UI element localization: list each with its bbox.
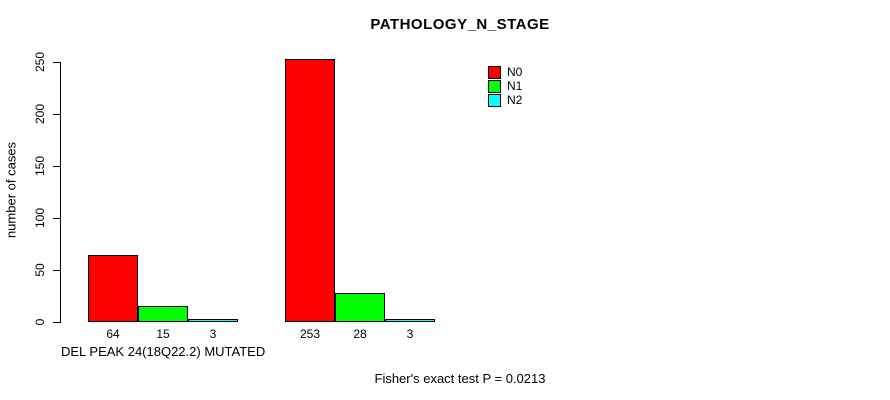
bar-n0-group1 xyxy=(88,255,138,322)
bar-value-label: 28 xyxy=(353,327,367,341)
y-axis-tick xyxy=(53,218,61,219)
y-axis-tick-label: 50 xyxy=(33,263,47,277)
bar-value-label: 64 xyxy=(106,327,120,341)
legend-item-n0: N0 xyxy=(488,65,522,79)
chart-title: PATHOLOGY_N_STAGE xyxy=(370,16,550,33)
statistical-test-note: Fisher's exact test P = 0.0213 xyxy=(374,371,546,386)
y-axis-tick-label: 200 xyxy=(33,103,47,125)
bar-value-label: 3 xyxy=(209,327,217,341)
legend-swatch-icon xyxy=(488,93,501,107)
bar-value-label: 3 xyxy=(406,327,414,341)
bar-n1-group2 xyxy=(335,293,385,322)
y-axis-label: number of cases xyxy=(3,141,19,239)
y-axis-tick-label: 0 xyxy=(33,318,47,326)
y-axis-tick-label: 250 xyxy=(33,51,47,73)
y-axis-tick xyxy=(53,322,61,323)
y-axis-tick-label: 100 xyxy=(33,207,47,229)
y-axis-line xyxy=(60,62,61,323)
y-axis-tick-label: 150 xyxy=(33,155,47,177)
bar-n2-group1 xyxy=(188,319,238,322)
bar-value-label: 15 xyxy=(156,327,170,341)
bar-n0-group2 xyxy=(285,59,335,322)
legend-item-n2: N2 xyxy=(488,93,522,107)
bar-value-label: 253 xyxy=(299,327,321,341)
y-axis-tick xyxy=(53,166,61,167)
legend-label: N1 xyxy=(507,79,523,93)
y-axis-tick xyxy=(53,114,61,115)
legend-swatch-icon xyxy=(488,65,501,79)
x-axis-group-label: DEL PEAK 24(18Q22.2) MUTATED xyxy=(61,344,266,359)
legend-item-n1: N1 xyxy=(488,79,522,93)
chart-legend: N0 N1 N2 xyxy=(488,65,522,107)
bar-n2-group2 xyxy=(385,319,435,322)
legend-label: N0 xyxy=(507,65,523,79)
bar-n1-group1 xyxy=(138,306,188,322)
legend-label: N2 xyxy=(507,93,523,107)
legend-swatch-icon xyxy=(488,79,501,93)
y-axis-tick xyxy=(53,270,61,271)
y-axis-tick xyxy=(53,62,61,63)
